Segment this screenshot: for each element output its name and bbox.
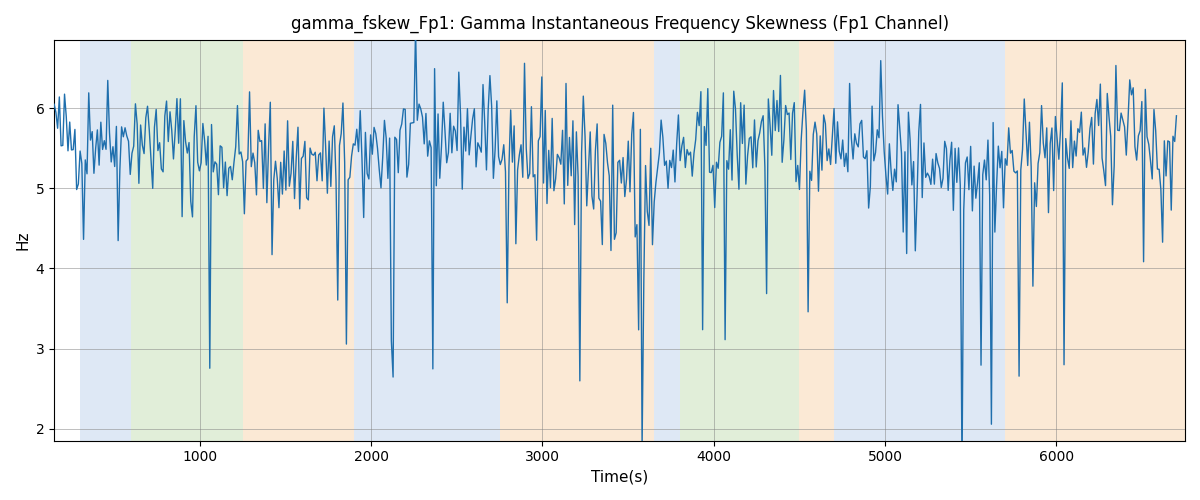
Bar bbox=[242, 40, 354, 440]
Y-axis label: Hz: Hz bbox=[16, 230, 30, 250]
Bar bbox=[1006, 40, 1184, 440]
Bar bbox=[654, 40, 679, 440]
Bar bbox=[131, 40, 242, 440]
Bar bbox=[80, 40, 131, 440]
Bar bbox=[354, 40, 499, 440]
Title: gamma_fskew_Fp1: Gamma Instantaneous Frequency Skewness (Fp1 Channel): gamma_fskew_Fp1: Gamma Instantaneous Fre… bbox=[290, 15, 949, 34]
Bar bbox=[834, 40, 1006, 440]
Bar bbox=[499, 40, 654, 440]
Bar bbox=[799, 40, 834, 440]
X-axis label: Time(s): Time(s) bbox=[590, 470, 648, 485]
Bar bbox=[679, 40, 799, 440]
